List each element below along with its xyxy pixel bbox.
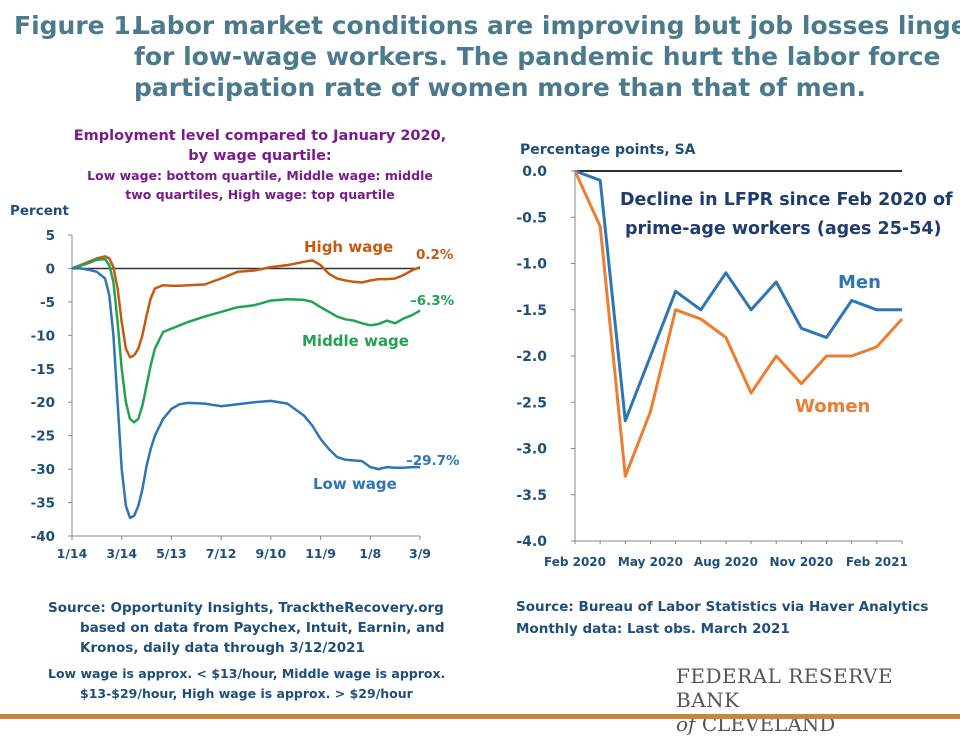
series-line-low-wage (72, 267, 420, 520)
left-y-tick-label: -25 (31, 429, 55, 445)
left-source-line-2: based on data from Paychex, Intuit, Earn… (80, 620, 445, 636)
left-y-tick-label: -15 (31, 362, 55, 378)
left-y-tick-label: -30 (31, 462, 55, 478)
left-x-tick-label: 11/9 (305, 546, 336, 560)
left-y-axis-label: Percent (10, 203, 69, 219)
end-label-low-wage: –29.7% (406, 453, 460, 469)
left-subtitle-line-2: by wage quartile: (188, 148, 332, 164)
right-x-tick-label: May 2020 (618, 555, 683, 569)
left-y-tick-label: -5 (40, 295, 55, 311)
right-y-axis-label: Percentage points, SA (520, 142, 696, 158)
right-y-tick-label: -3.5 (516, 488, 547, 504)
right-y-tick-label: -4.0 (516, 534, 547, 550)
left-y-tick-label: -35 (31, 496, 55, 512)
series-label-middle-wage: Middle wage (302, 332, 409, 350)
series-label-high-wage: High wage (304, 238, 393, 256)
right-x-tick-label: Aug 2020 (694, 555, 758, 569)
frb-logo-line-1: FEDERAL RESERVE BANK (676, 664, 894, 712)
left-source: Source: Opportunity Insights, TracktheRe… (48, 598, 445, 658)
series-label-men: Men (838, 272, 881, 293)
right-source-line-1: Source: Bureau of Labor Statistics via H… (516, 599, 929, 615)
left-y-tick-label: -20 (31, 395, 55, 411)
left-x-tick-label: 1/8 (359, 546, 381, 560)
left-note-line-2: $13-$29/hour, High wage is approx. > $29… (80, 686, 413, 701)
title-line-1: Labor market conditions are improving bu… (134, 11, 960, 40)
end-label-middle-wage: –6.3% (410, 293, 455, 309)
right-y-tick-label: -2.5 (516, 395, 547, 411)
left-source-line-1: Source: Opportunity Insights, TracktheRe… (48, 600, 444, 616)
right-lfpr-chart: Percentage points, SA 0.0 -0.5 -1.0 -1.5 -2.0… (516, 142, 953, 569)
right-annotation-line-1: Decline in LFPR since Feb 2020 of (620, 190, 953, 210)
figure-number: Figure 1. (14, 11, 141, 40)
right-y-tick-label: -1.0 (516, 257, 547, 273)
right-annotation-line-2: prime-age workers (ages 25-54) (625, 219, 942, 239)
left-employment-chart: Percent 5 0 -5 -10 -15 -20 -25 -30 -35 -401/14 3/14… (10, 203, 460, 560)
right-y-tick-label: 0.0 (522, 164, 547, 180)
series-line-women (573, 170, 904, 478)
right-y-tick-label: -3.0 (516, 442, 547, 458)
series-label-low-wage: Low wage (313, 475, 397, 493)
left-y-tick-label: 0 (46, 261, 55, 277)
left-y-tick-label: 5 (46, 228, 55, 244)
left-source-line-3: Kronos, daily data through 3/12/2021 (80, 640, 365, 656)
left-x-tick-label: 3/14 (106, 546, 137, 560)
left-subtitle-line-3: Low wage: bottom quartile, Middle wage: … (87, 168, 433, 183)
left-x-tick-label: 7/12 (206, 546, 237, 560)
right-x-tick-label: Feb 2021 (846, 555, 908, 569)
series-label-women: Women (795, 396, 870, 417)
left-x-tick-label: 1/14 (57, 546, 88, 560)
right-y-tick-label: -2.0 (516, 349, 547, 365)
right-x-tick-label: Feb 2020 (544, 555, 606, 569)
left-note-line-1: Low wage is approx. < $13/hour, Middle w… (48, 666, 446, 681)
right-y-tick-label: -1.5 (516, 303, 547, 319)
frb-logo: FEDERAL RESERVE BANK of CLEVELAND (676, 664, 960, 736)
left-subtitle-line-4: two quartiles, High wage: top quartile (125, 187, 395, 202)
left-y-tick-label: -10 (31, 328, 55, 344)
end-label-high-wage: 0.2% (416, 247, 454, 263)
left-subtitle-line-1: Employment level compared to January 202… (73, 128, 447, 144)
left-note: Low wage is approx. < $13/hour, Middle w… (48, 664, 445, 704)
right-x-tick-label: Nov 2020 (770, 555, 834, 569)
series-line-middle-wage (71, 257, 421, 424)
left-y-tick-label: -40 (31, 529, 55, 545)
series-line-high-wage (71, 255, 421, 359)
right-source: Source: Bureau of Labor Statistics via H… (516, 596, 928, 640)
title-line-3: participation rate of women more than th… (134, 73, 866, 102)
left-x-tick-label: 3/9 (409, 546, 431, 560)
right-y-tick-label: -0.5 (516, 210, 547, 226)
left-x-tick-label: 5/13 (156, 546, 187, 560)
left-x-tick-label: 9/10 (256, 546, 287, 560)
title-line-2: for low-wage workers. The pandemic hurt … (134, 42, 941, 71)
right-source-line-2: Monthly data: Last obs. March 2021 (516, 621, 790, 637)
series-line-men (574, 169, 902, 423)
footer-rule (0, 714, 960, 719)
left-chart-subtitle: Employment level compared to January 202… (20, 126, 500, 204)
